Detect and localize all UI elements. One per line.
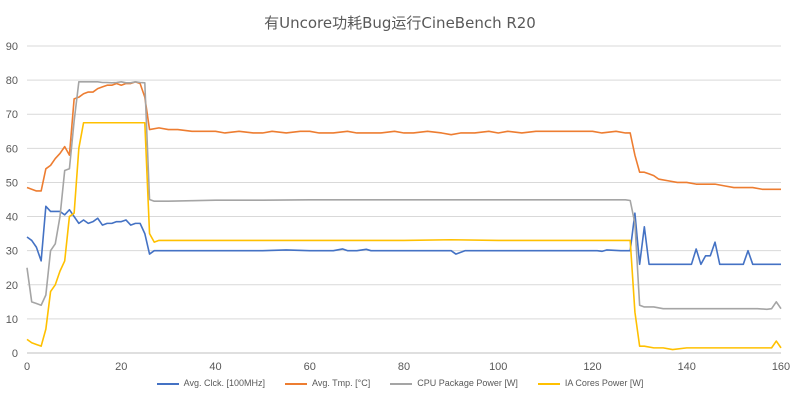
x-tick-label: 40: [209, 361, 221, 373]
y-tick-label: 90: [6, 41, 18, 53]
x-tick-label: 20: [115, 361, 127, 373]
y-tick-label: 30: [6, 246, 18, 258]
x-tick-label: 120: [583, 361, 601, 373]
legend-item: Avg. Clck. [100MHz]: [156, 378, 265, 388]
chart-title: 有Uncore功耗Bug运行CineBench R20: [264, 14, 536, 32]
y-tick-label: 70: [6, 109, 18, 121]
x-tick-label: 80: [398, 361, 410, 373]
series-line-4: [26, 121, 782, 351]
legend-item: IA Cores Power [W]: [537, 378, 644, 388]
y-tick-label: 10: [6, 314, 18, 326]
series-line-2: [26, 81, 781, 192]
axes: 0 10 20 30 40 50 60 70 80 90 0 20 40 60 80 100 120 140 160: [6, 41, 790, 373]
legend-swatch: [537, 382, 560, 385]
x-tick-label: 140: [678, 361, 696, 373]
legend: Avg. Clck. [100MHz] Avg. Tmp. [°C] CPU Pac…: [0, 378, 800, 388]
y-tick-label: 40: [6, 212, 18, 224]
y-tick-label: 50: [6, 177, 18, 189]
x-tick-label: 100: [489, 361, 507, 373]
x-tick-label: 0: [24, 361, 30, 373]
legend-label: CPU Package Power [W]: [417, 378, 518, 388]
legend-item: Avg. Tmp. [°C]: [285, 378, 370, 388]
legend-label: Avg. Clck. [100MHz]: [183, 378, 265, 388]
legend-swatch: [390, 382, 413, 385]
legend-swatch: [285, 382, 307, 385]
legend-label: IA Cores Power [W]: [564, 378, 644, 388]
y-tick-label: 80: [6, 75, 18, 87]
legend-label: Avg. Tmp. [°C]: [312, 378, 371, 388]
series-lines: [26, 81, 782, 351]
legend-swatch: [156, 382, 179, 385]
y-tick-label: 0: [12, 348, 18, 360]
x-tick-label: 160: [772, 361, 790, 373]
y-tick-label: 60: [6, 143, 18, 155]
x-tick-label: 60: [304, 361, 316, 373]
legend-item: CPU Package Power [W]: [390, 378, 518, 388]
series-line-3: [26, 81, 782, 311]
y-tick-label: 20: [6, 280, 18, 292]
series-line-1: [26, 205, 781, 266]
gridlines: [27, 45, 781, 320]
